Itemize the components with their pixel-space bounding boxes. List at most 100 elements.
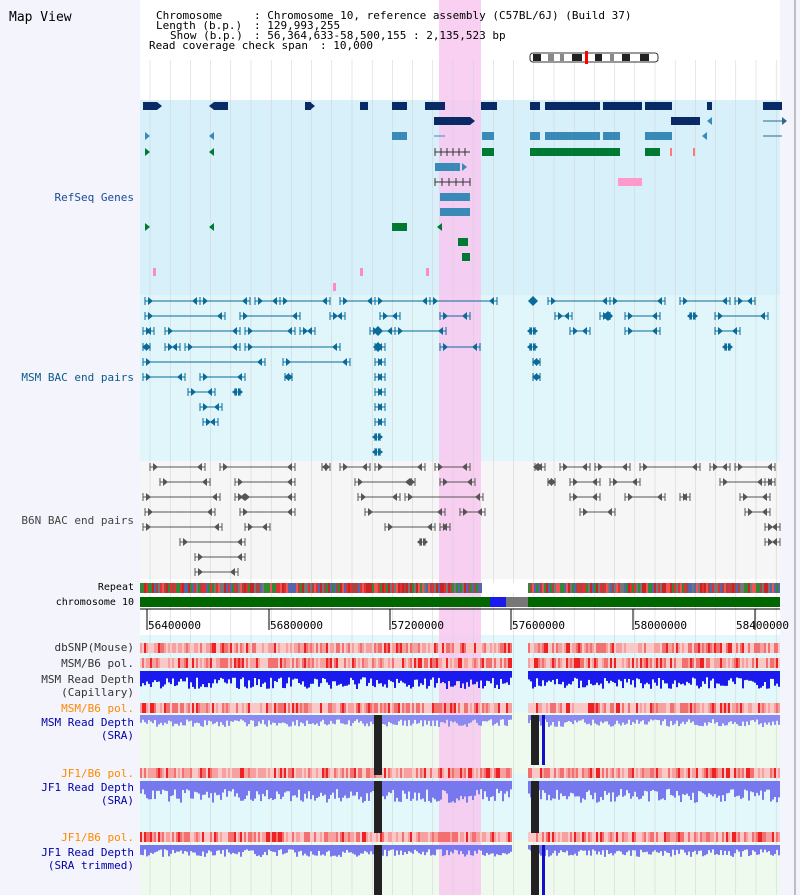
refseq-gene	[143, 102, 157, 110]
dbsnp-strip	[284, 643, 286, 653]
msm-depth-cap-bar	[618, 671, 620, 680]
jf1-b6-pol-trim-strip	[592, 832, 594, 842]
jf1-depth-trim-bar	[402, 845, 404, 856]
jf1-depth-sra-bar	[420, 781, 422, 800]
msm-depth-cap-bar	[738, 671, 740, 679]
dbsnp-strip	[748, 643, 750, 653]
jf1-b6-pol-trim-strip	[240, 832, 242, 842]
msm-depth-sra-bar	[194, 715, 196, 724]
msm-depth-sra-bar	[676, 715, 678, 721]
dbsnp-strip	[736, 643, 738, 653]
jf1-depth-trim-bar	[604, 845, 606, 857]
msm-depth-sra-bar	[466, 715, 468, 727]
msm-bac-pair	[191, 388, 196, 396]
jf1-depth-trim-bar	[362, 845, 364, 854]
repeat-bar	[300, 583, 302, 593]
show-text: 56,364,633-58,500,155 : 2,135,523 bp	[267, 29, 506, 42]
jf1-b6-pol-trim-strip	[746, 832, 748, 842]
jf1-b6-pol-strip	[740, 768, 742, 778]
jf1-b6-pol-strip	[306, 768, 308, 778]
jf1-depth-trim-bar	[572, 845, 574, 856]
msm-b6-pol-sra-strip	[410, 703, 412, 713]
jf1-b6-pol-strip	[728, 768, 730, 778]
jf1-depth-trim-bar	[414, 845, 416, 850]
msm-b6-pol-sra-strip	[768, 703, 770, 713]
msm-b6-pol-sra-strip	[336, 703, 338, 713]
msm-depth-sra-bar	[706, 715, 708, 726]
repeat-bar	[216, 583, 218, 593]
msm-b6-pol-sra-strip	[570, 703, 572, 713]
jf1-depth-sra-bar	[388, 781, 390, 793]
repeat-bar	[558, 583, 560, 593]
msm-b6-pol-sra-strip	[764, 703, 766, 713]
jf1-b6-pol-strip	[580, 768, 582, 778]
jf1-b6-pol-strip	[696, 768, 698, 778]
jf1-b6-pol-trim-strip	[490, 832, 492, 842]
jf1-depth-sra-bar	[158, 781, 160, 791]
repeat-bar	[528, 583, 530, 593]
msm-b6-pol-sra-strip	[374, 703, 376, 713]
jf1-depth-sra-bar	[216, 781, 218, 796]
msm-depth-cap-bar	[498, 671, 500, 689]
jf1-depth-sra-bar	[236, 781, 238, 794]
dbsnp-strip	[194, 643, 196, 653]
msm-depth-cap-bar	[718, 671, 720, 684]
jf1-depth-trim-bar	[690, 845, 692, 857]
jf1-depth-sra-bar	[446, 781, 448, 794]
jf1-depth-sra-bar	[474, 781, 476, 796]
jf1-b6-pol-trim-strip	[298, 832, 300, 842]
jf1-b6-pol-trim-strip	[326, 832, 328, 842]
jf1-b6-pol-trim-strip	[274, 832, 276, 842]
msm-b6-pol-strip	[716, 658, 718, 668]
dbsnp-strip	[192, 643, 194, 653]
dbsnp-strip	[708, 643, 710, 653]
dbsnp-strip	[696, 643, 698, 653]
msm-b6-pol-strip	[464, 658, 466, 668]
jf1-b6-pol-trim-strip	[156, 832, 158, 842]
msm-depth-sra-bar	[204, 715, 206, 721]
jf1-depth-sra-bar	[614, 781, 616, 802]
msm-b6-pol-sra-strip	[338, 703, 340, 713]
msm-b6-pol-strip	[452, 658, 454, 668]
jf1-depth-trim-bar	[174, 845, 176, 854]
jf1-b6-pol-strip	[460, 768, 462, 778]
msm-depth-cap-bar	[588, 671, 590, 680]
jf1-depth-trim-bar	[186, 845, 188, 852]
jf1-b6-pol-trim-strip	[346, 832, 348, 842]
msm-depth-cap-bar	[406, 671, 408, 687]
dbsnp-strip	[320, 643, 322, 653]
jf1-b6-pol-strip	[602, 768, 604, 778]
msm-bac-pair	[146, 343, 151, 351]
jf1-depth-trim-bar	[574, 845, 576, 854]
gene-arrow	[470, 117, 475, 125]
jf1-b6-pol-trim-strip	[626, 832, 628, 842]
b6n-bac-pair	[613, 478, 618, 486]
msm-b6-pol-strip	[448, 658, 450, 668]
refseq-gene	[482, 132, 494, 140]
msm-depth-cap-bar	[466, 671, 468, 683]
repeat-bar	[200, 583, 202, 593]
msm-b6-pol-sra-strip	[670, 703, 672, 713]
msm-depth-cap-bar	[610, 671, 612, 681]
msm-depth-cap-bar	[314, 671, 316, 679]
msm-b6-pol-strip	[206, 658, 208, 668]
repeat-bar	[620, 583, 622, 593]
msm-depth-sra-bar	[734, 715, 736, 723]
jf1-b6-pol-strip	[196, 768, 198, 778]
jf1-depth-sra-bar	[166, 781, 168, 792]
msm-b6-pol-sra-strip	[756, 703, 758, 713]
msm-b6-pol-strip	[408, 658, 410, 668]
msm-depth-sra-bar	[330, 715, 332, 721]
msm-depth-sra-bar	[764, 715, 766, 723]
jf1-depth-trim-bar	[340, 845, 342, 857]
repeat-bar	[254, 583, 256, 593]
jf1-b6-pol-trim-strip	[616, 832, 618, 842]
chromosome-gap	[490, 597, 506, 607]
msm-b6-pol-strip	[712, 658, 714, 668]
jf1-b6-pol-strip	[502, 768, 504, 778]
jf1-b6-pol-trim-strip	[462, 832, 464, 842]
msm-depth-cap-bar	[544, 671, 546, 686]
msm-depth-sra-bar	[576, 715, 578, 723]
